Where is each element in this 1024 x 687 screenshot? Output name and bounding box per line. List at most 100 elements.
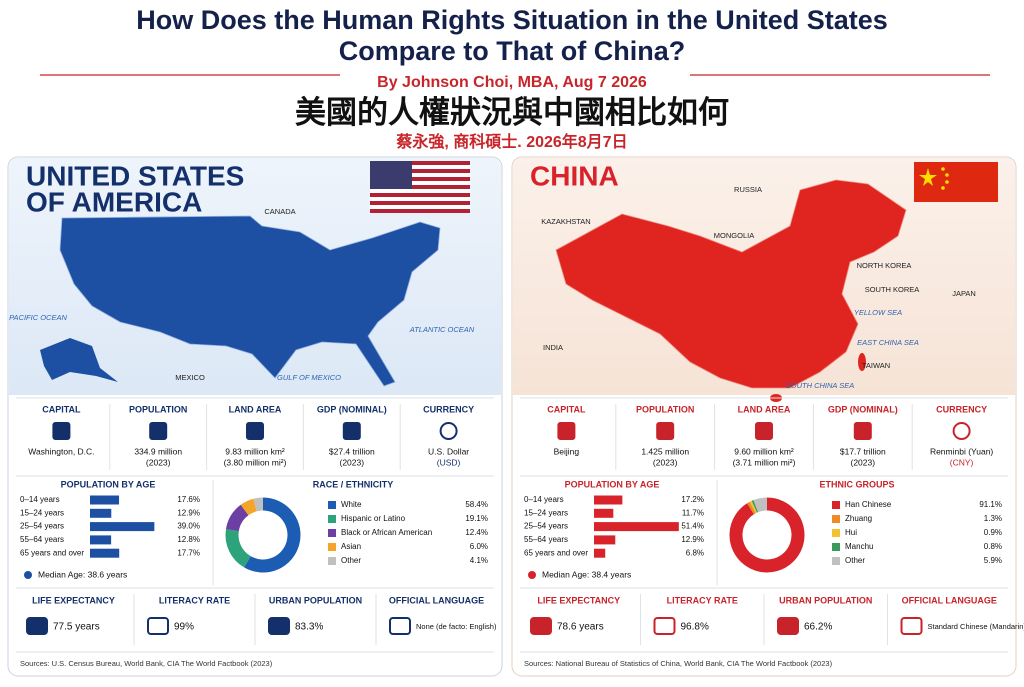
fact-label: LAND AREA [738, 404, 791, 414]
age-value: 17.7% [177, 548, 200, 557]
fact-label: CAPITAL [547, 404, 586, 414]
median-icon [24, 571, 32, 579]
fact-label: LAND AREA [229, 404, 282, 414]
stat-value: 77.5 years [53, 622, 100, 633]
map-label: GULF OF MEXICO [277, 373, 341, 382]
age-value: 17.6% [177, 495, 200, 504]
stat-value: 83.3% [295, 622, 323, 633]
map-label: ATLANTIC OCEAN [409, 325, 475, 334]
flag-us [370, 161, 470, 213]
fact-icon [855, 423, 871, 439]
age-label: 25–54 years [524, 522, 568, 531]
stat-icon [269, 618, 289, 634]
donut-segment [756, 504, 767, 506]
stat-label: LITERACY RATE [159, 595, 230, 605]
legend-swatch [328, 543, 336, 551]
title-line: How Does the Human Rights Situation in t… [136, 5, 888, 35]
legend-value: 4.1% [470, 556, 488, 565]
stat-value: 96.8% [681, 622, 709, 633]
stat-label: OFFICIAL LANGUAGE [902, 595, 997, 605]
fact-sub: (3.71 million mi²) [733, 457, 796, 467]
fact-value: $17.7 trillion [840, 446, 886, 456]
fact-sub: (USD) [437, 457, 461, 467]
map-label: KAZAKHSTAN [541, 217, 590, 226]
section-title: ETHNIC GROUPS [819, 479, 894, 489]
stat-icon [778, 618, 798, 634]
age-value: 6.8% [686, 548, 704, 557]
legend-label: Asian [341, 542, 361, 551]
age-label: 55–64 years [524, 535, 568, 544]
fact-icon [756, 423, 772, 439]
map-label: NORTH KOREA [857, 261, 912, 270]
map-label: MEXICO [175, 373, 205, 382]
fact-label: GDP (NOMINAL) [828, 404, 898, 414]
fact-value: 1.425 million [641, 446, 689, 456]
legend-label: Other [845, 556, 865, 565]
donut-segment [245, 505, 255, 510]
legend-swatch [328, 557, 336, 565]
stat-label: URBAN POPULATION [779, 595, 872, 605]
map-label: CANADA [264, 207, 295, 216]
legend-swatch [832, 557, 840, 565]
map-label: RUSSIA [734, 185, 762, 194]
map-label: EAST CHINA SEA [857, 338, 919, 347]
donut-segment [255, 504, 263, 505]
fact-label: CAPITAL [42, 404, 81, 414]
stat-label: LIFE EXPECTANCY [32, 595, 115, 605]
fact-icon [558, 423, 574, 439]
stat-value: 99% [174, 622, 194, 633]
age-value: 12.9% [177, 508, 200, 517]
legend-label: Black or African American [341, 528, 432, 537]
fact-label: POPULATION [129, 404, 187, 414]
age-bar [90, 549, 119, 558]
fact-icon [344, 423, 360, 439]
age-bar [90, 522, 154, 531]
age-label: 15–24 years [524, 508, 568, 517]
fact-sub: (2023) [146, 457, 171, 467]
legend-swatch [832, 501, 840, 509]
legend-label: Hui [845, 528, 857, 537]
sources: Sources: U.S. Census Bureau, World Bank,… [20, 659, 273, 668]
stat-value: None (de facto: English) [416, 622, 497, 631]
fact-value: 9.83 million km² [225, 446, 285, 456]
legend-label: Hispanic or Latino [341, 514, 406, 523]
legend-swatch [832, 515, 840, 523]
legend-swatch [328, 529, 336, 537]
country-name: CHINA [530, 160, 619, 191]
stat-icon [27, 618, 47, 634]
age-value: 12.8% [177, 535, 200, 544]
fact-label: POPULATION [636, 404, 694, 414]
fact-label: CURRENCY [423, 404, 474, 414]
country-name: OF AMERICA [26, 186, 202, 217]
stat-value: 78.6 years [557, 622, 604, 633]
legend-value: 19.1% [465, 514, 488, 523]
legend-value: 91.1% [979, 500, 1002, 509]
legend-label: White [341, 500, 362, 509]
age-bar [90, 509, 111, 518]
legend-swatch [328, 515, 336, 523]
age-label: 55–64 years [20, 535, 64, 544]
stat-value: 66.2% [804, 622, 832, 633]
legend-value: 58.4% [465, 500, 488, 509]
age-value: 17.2% [681, 495, 704, 504]
age-value: 39.0% [177, 522, 200, 531]
age-bar [90, 535, 111, 544]
fact-label: CURRENCY [936, 404, 987, 414]
age-bar [594, 496, 622, 505]
stat-value: Standard Chinese (Mandarin) [928, 622, 1024, 631]
age-label: 0–14 years [20, 495, 60, 504]
median-age: Median Age: 38.4 years [542, 569, 631, 579]
section-title: POPULATION BY AGE [61, 479, 156, 489]
legend-value: 0.8% [984, 542, 1002, 551]
legend-swatch [832, 529, 840, 537]
fact-value: $27.4 trillion [329, 446, 375, 456]
legend-value: 12.4% [465, 528, 488, 537]
age-bar [594, 522, 679, 531]
age-label: 25–54 years [20, 522, 64, 531]
fact-icon [150, 423, 166, 439]
section-title: POPULATION BY AGE [565, 479, 660, 489]
fact-sub: (2023) [340, 457, 365, 467]
map-label: JAPAN [952, 289, 976, 298]
map-label: SOUTH CHINA SEA [786, 381, 854, 390]
fact-value: Beijing [554, 446, 580, 456]
